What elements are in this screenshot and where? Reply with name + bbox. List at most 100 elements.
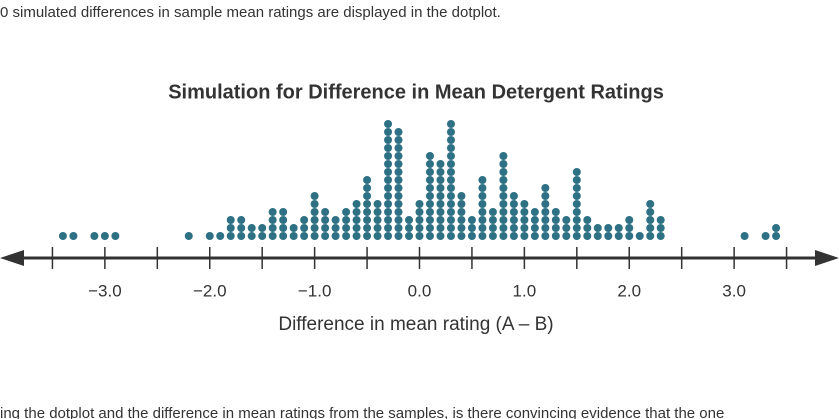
dot bbox=[446, 216, 455, 224]
dot bbox=[184, 232, 193, 240]
dot bbox=[384, 200, 393, 208]
dot bbox=[69, 232, 78, 240]
x-tick-label: −1.0 bbox=[298, 281, 332, 300]
dot bbox=[331, 232, 340, 240]
dot bbox=[509, 192, 518, 200]
dot bbox=[279, 224, 288, 232]
dot bbox=[772, 224, 781, 232]
dot bbox=[405, 216, 414, 224]
dot bbox=[562, 224, 571, 232]
dot bbox=[247, 232, 256, 240]
dot bbox=[363, 232, 372, 240]
dot bbox=[488, 216, 497, 224]
dot bbox=[457, 208, 466, 216]
chart-title: Simulation for Difference in Mean Deterg… bbox=[168, 81, 664, 103]
dot bbox=[488, 232, 497, 240]
dot bbox=[499, 208, 508, 216]
dot bbox=[384, 224, 393, 232]
dot bbox=[593, 232, 602, 240]
dot bbox=[646, 200, 655, 208]
dot bbox=[425, 152, 434, 160]
dot bbox=[572, 224, 581, 232]
dot bbox=[342, 224, 351, 232]
dot bbox=[373, 232, 382, 240]
dot bbox=[614, 232, 623, 240]
dot bbox=[384, 192, 393, 200]
dot bbox=[520, 200, 529, 208]
dot bbox=[436, 208, 445, 216]
intro-text: 0 simulated differences in sample mean r… bbox=[0, 4, 501, 21]
dot bbox=[384, 184, 393, 192]
dot bbox=[279, 216, 288, 224]
dot bbox=[646, 232, 655, 240]
dot bbox=[425, 216, 434, 224]
dot bbox=[551, 232, 560, 240]
dot bbox=[268, 208, 277, 216]
dot bbox=[205, 232, 214, 240]
dot bbox=[384, 160, 393, 168]
dot bbox=[488, 224, 497, 232]
dot bbox=[405, 232, 414, 240]
dot bbox=[394, 184, 403, 192]
dot bbox=[394, 232, 403, 240]
dot bbox=[562, 232, 571, 240]
dot bbox=[446, 160, 455, 168]
dot bbox=[321, 232, 330, 240]
dot bbox=[478, 208, 487, 216]
dot bbox=[237, 216, 246, 224]
dot bbox=[457, 232, 466, 240]
dot bbox=[446, 144, 455, 152]
x-tick-label: −2.0 bbox=[193, 281, 227, 300]
dot bbox=[384, 216, 393, 224]
dot bbox=[363, 176, 372, 184]
dot bbox=[425, 224, 434, 232]
dot bbox=[279, 232, 288, 240]
dot bbox=[656, 224, 665, 232]
dot bbox=[425, 184, 434, 192]
dot bbox=[384, 208, 393, 216]
dot bbox=[268, 232, 277, 240]
dot bbox=[520, 208, 529, 216]
x-tick-label: 0.0 bbox=[408, 281, 432, 300]
dot bbox=[530, 216, 539, 224]
dot bbox=[300, 224, 309, 232]
dot bbox=[237, 232, 246, 240]
dot bbox=[394, 136, 403, 144]
dot bbox=[100, 232, 109, 240]
dot bbox=[321, 216, 330, 224]
dot bbox=[310, 200, 319, 208]
dot bbox=[604, 224, 613, 232]
dot bbox=[572, 184, 581, 192]
dot bbox=[551, 208, 560, 216]
dot bbox=[499, 224, 508, 232]
dot bbox=[394, 216, 403, 224]
dot bbox=[394, 200, 403, 208]
dot bbox=[541, 184, 550, 192]
dot bbox=[530, 208, 539, 216]
dot bbox=[478, 176, 487, 184]
dot bbox=[258, 232, 267, 240]
dot bbox=[572, 192, 581, 200]
dot bbox=[394, 128, 403, 136]
dot bbox=[405, 224, 414, 232]
x-tick-label: 1.0 bbox=[513, 281, 537, 300]
dot bbox=[446, 184, 455, 192]
dot bbox=[310, 232, 319, 240]
x-tick-label: −3.0 bbox=[88, 281, 122, 300]
dot bbox=[446, 224, 455, 232]
dot bbox=[509, 224, 518, 232]
dot bbox=[478, 200, 487, 208]
dot bbox=[90, 232, 99, 240]
dot bbox=[436, 168, 445, 176]
dot bbox=[499, 192, 508, 200]
dot bbox=[384, 120, 393, 128]
dot bbox=[436, 216, 445, 224]
axis-arrow bbox=[0, 250, 24, 266]
axis-arrow bbox=[815, 250, 839, 266]
dot bbox=[384, 168, 393, 176]
dot bbox=[384, 136, 393, 144]
dot bbox=[415, 224, 424, 232]
dot bbox=[530, 232, 539, 240]
dot bbox=[310, 192, 319, 200]
